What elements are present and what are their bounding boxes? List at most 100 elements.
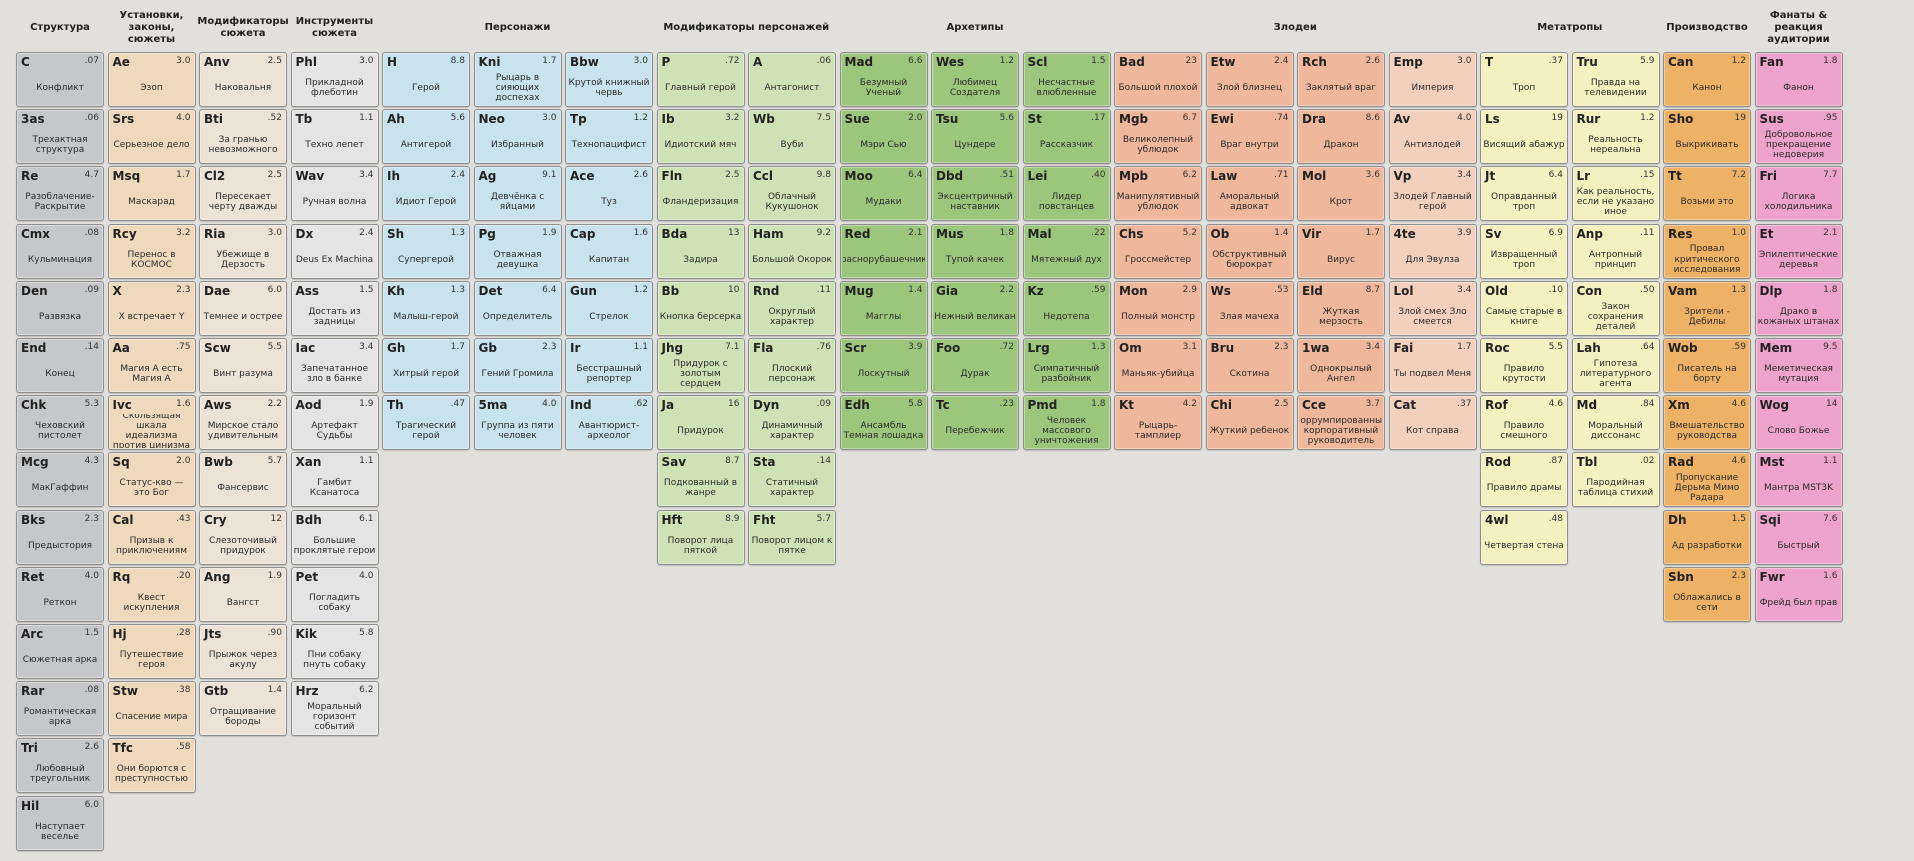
element-ag[interactable]: Ag 9.1 Девчёнка с яйцами [473, 166, 562, 222]
element-eld[interactable]: Eld 8.7 Жуткая мерзость [1297, 280, 1385, 336]
element-scl[interactable]: Scl 1.5 Несчастные влюбленные [1022, 52, 1111, 107]
element-bda[interactable]: Bda 13 Задира [656, 223, 745, 279]
element-av[interactable]: Av 4.0 Антизлодей [1388, 109, 1477, 165]
element-et[interactable]: Et 2.1 Эпилептические деревья [1754, 223, 1843, 279]
element-emp[interactable]: Emp 3.0 Империя [1388, 52, 1477, 107]
element-den[interactable]: Den .09 Развязка [16, 280, 104, 336]
element-kt[interactable]: Kt 4.2 Рыцарь-тамплиер [1114, 395, 1202, 451]
element-wob[interactable]: Wob .59 Писатель на борту [1663, 338, 1751, 393]
element-mol[interactable]: Mol 3.6 Крот [1297, 166, 1385, 222]
element-1wa[interactable]: 1wa 3.4 Однокрылый Ангел [1297, 338, 1385, 393]
element-hj[interactable]: Hj .28 Путешествие героя [107, 624, 196, 679]
element-rch[interactable]: Rch 2.6 Заклятый враг [1297, 52, 1385, 107]
element-bad[interactable]: Bad 23 Большой плохой [1114, 52, 1202, 107]
element-ib[interactable]: Ib 3.2 Идиотский мяч [656, 109, 745, 165]
element-bb[interactable]: Bb 10 Кнопка берсерка [656, 280, 745, 336]
element-cmx[interactable]: Cmx .08 Кульминация [16, 223, 104, 279]
element-re[interactable]: Re 4.7 Разоблачение-Раскрытие [16, 166, 104, 222]
element-hil[interactable]: Hil 6.0 Наступает веселье [16, 795, 104, 851]
element-con[interactable]: Con .50 Закон сохранения деталей [1571, 280, 1660, 336]
element-aws[interactable]: Aws 2.2 Мирское стало удивительным [199, 395, 287, 451]
element-cat[interactable]: Cat .37 Кот справа [1388, 395, 1477, 451]
element-fan[interactable]: Fan 1.8 Фанон [1754, 52, 1843, 107]
element-ewi[interactable]: Ewi .74 Враг внутри [1205, 109, 1294, 165]
element-ass[interactable]: Ass 1.5 Достать из задницы [290, 280, 379, 336]
element-mgb[interactable]: Mgb 6.7 Великолепный ублюдок [1114, 109, 1202, 165]
element-cce[interactable]: Cce 3.7 Коррумпированный корпоративный рук… [1297, 395, 1385, 451]
element-srs[interactable]: Srs 4.0 Серьезное дело [107, 109, 196, 165]
element-gh[interactable]: Gh 1.7 Хитрый герой [382, 338, 470, 393]
element-tc[interactable]: Tc .23 Перебежчик [931, 395, 1019, 451]
element-dh[interactable]: Dh 1.5 Ад разработки [1663, 509, 1751, 565]
element-mad[interactable]: Mad 6.6 Безумный Ученый [839, 52, 928, 107]
element-can[interactable]: Can 1.2 Канон [1663, 52, 1751, 107]
element-t[interactable]: T .37 Троп [1480, 52, 1568, 107]
element-mcg[interactable]: Mcg 4.3 МакГаффин [16, 452, 104, 508]
element-tb[interactable]: Tb 1.1 Техно лепет [290, 109, 379, 165]
element-gb[interactable]: Gb 2.3 Гений Громила [473, 338, 562, 393]
element-lah[interactable]: Lah .64 Гипотеза литературного агента [1571, 338, 1660, 393]
element-mon[interactable]: Mon 2.9 Полный монстр [1114, 280, 1202, 336]
element-kh[interactable]: Kh 1.3 Малыш-герой [382, 280, 470, 336]
element-rcy[interactable]: Rcy 3.2 Перенос в КОСМОС [107, 223, 196, 279]
element-ccl[interactable]: Ccl 9.8 Облачный Кукушонок [748, 166, 836, 222]
element-ir[interactable]: Ir 1.1 Бесстрашный репортер [565, 338, 653, 393]
element-old[interactable]: Old .10 Самые старые в книге [1480, 280, 1568, 336]
element-ah[interactable]: Ah 5.6 Антигерой [382, 109, 470, 165]
element-fri[interactable]: Fri 7.7 Логика холодильника [1754, 166, 1843, 222]
element-jhg[interactable]: Jhg 7.1 Придурок с золотым сердцем [656, 338, 745, 393]
element-jts[interactable]: Jts .90 Прыжок через акулу [199, 624, 287, 679]
element-chk[interactable]: Chk 5.3 Чеховский пистолет [16, 395, 104, 451]
element-fln[interactable]: Fln 2.5 Фландеризация [656, 166, 745, 222]
element-bti[interactable]: Bti .52 За гранью невозможного [199, 109, 287, 165]
element-msq[interactable]: Msq 1.7 Маскарад [107, 166, 196, 222]
element-aod[interactable]: Aod 1.9 Артефакт Судьбы [290, 395, 379, 451]
element-sbn[interactable]: Sbn 2.3 Облажались в сети [1663, 566, 1751, 622]
element-wav[interactable]: Wav 3.4 Ручная волна [290, 166, 379, 222]
element-sta[interactable]: Sta .14 Статичный характер [748, 452, 836, 508]
element-ja[interactable]: Ja 16 Придурок [656, 395, 745, 451]
element-h[interactable]: H 8.8 Герой [382, 52, 470, 107]
element-md[interactable]: Md .84 Моральный диссонанс [1571, 395, 1660, 451]
element-dae[interactable]: Dae 6.0 Темнее и острее [199, 280, 287, 336]
element-fai[interactable]: Fai 1.7 Ты подвел Меня [1388, 338, 1477, 393]
element-bbw[interactable]: Bbw 3.0 Крутой книжный червь [565, 52, 653, 107]
element-5ma[interactable]: 5ma 4.0 Группа из пяти человек [473, 395, 562, 451]
element-hrz[interactable]: Hrz 6.2 Моральный горизонт событий [290, 681, 379, 737]
element-gia[interactable]: Gia 2.2 Нежный великан [931, 280, 1019, 336]
element-tt[interactable]: Tt 7.2 Возьми это [1663, 166, 1751, 222]
element-tbl[interactable]: Tbl .02 Пародийная таблица стихий [1571, 452, 1660, 508]
element-3as[interactable]: 3as .06 Трехактная структура [16, 109, 104, 165]
element-ivc[interactable]: Ivc 1.6 Скользящая шкала идеализма против … [107, 395, 196, 451]
element-fht[interactable]: Fht 5.7 Поворот лицом к пятке [748, 509, 836, 565]
element-hft[interactable]: Hft 8.9 Поворот лица пяткой [656, 509, 745, 565]
element-cry[interactable]: Cry 12 Слезоточивый придурок [199, 509, 287, 565]
element-tru[interactable]: Tru 5.9 Правда на телевидении [1571, 52, 1660, 107]
element-dyn[interactable]: Dyn .09 Динамичный характер [748, 395, 836, 451]
element-arc[interactable]: Arc 1.5 Сюжетная арка [16, 624, 104, 679]
element-ind[interactable]: Ind .62 Авантюрист-археолог [565, 395, 653, 451]
element-anp[interactable]: Anp .11 Антропный принцип [1571, 223, 1660, 279]
element-sus[interactable]: Sus .95 Добровольное прекращение недоверия [1754, 109, 1843, 165]
element-mpb[interactable]: Mpb 6.2 Манипулятивный ублюдок [1114, 166, 1202, 222]
element-rod[interactable]: Rod .87 Правило драмы [1480, 452, 1568, 508]
element-th[interactable]: Th .47 Трагический герой [382, 395, 470, 451]
element-roc[interactable]: Roc 5.5 Правило крутости [1480, 338, 1568, 393]
element-ria[interactable]: Ria 3.0 Убежище в Дерзость [199, 223, 287, 279]
element-fla[interactable]: Fla .76 Плоский персонаж [748, 338, 836, 393]
element-bwb[interactable]: Bwb 5.7 Фансервис [199, 452, 287, 508]
element-end[interactable]: End .14 Конец [16, 338, 104, 393]
element-4wl[interactable]: 4wl .48 Четвертая стена [1480, 509, 1568, 565]
element-cal[interactable]: Cal .43 Призыв к приключениям [107, 509, 196, 565]
element-chi[interactable]: Chi 2.5 Жуткий ребенок [1205, 395, 1294, 451]
element-vir[interactable]: Vir 1.7 Вирус [1297, 223, 1385, 279]
element-scr[interactable]: Scr 3.9 Лоскутный [839, 338, 928, 393]
element-mal[interactable]: Mal .22 Мятежный дух [1022, 223, 1111, 279]
element-etw[interactable]: Etw 2.4 Злой близнец [1205, 52, 1294, 107]
element-sho[interactable]: Sho 19 Выкрикивать [1663, 109, 1751, 165]
element-lrg[interactable]: Lrg 1.3 Симпатичный разбойник [1022, 338, 1111, 393]
element-ham[interactable]: Ham 9.2 Большой Окорок [748, 223, 836, 279]
element-sue[interactable]: Sue 2.0 Мэри Сью [839, 109, 928, 165]
element-rad[interactable]: Rad 4.6 Пропускание Дерьма Мимо Радара [1663, 452, 1751, 508]
element-pmd[interactable]: Pmd 1.8 Человек массового уничтожения [1022, 395, 1111, 451]
